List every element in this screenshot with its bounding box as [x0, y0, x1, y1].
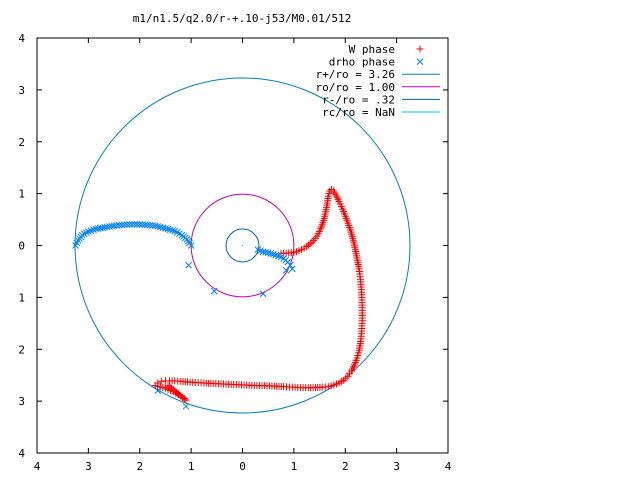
- x-tick-label: 0: [239, 460, 246, 473]
- drho-phase-point: [120, 221, 128, 229]
- drho-phase-point: [288, 265, 296, 273]
- x-tick-label: 1: [188, 460, 195, 473]
- drho-phase-point: [262, 248, 269, 256]
- drho-phase-point: [82, 229, 90, 237]
- drho-phase-point: [80, 230, 88, 238]
- legend-label: W phase: [349, 43, 395, 56]
- drho-phase-point: [126, 221, 133, 228]
- drho-phase-point: [131, 220, 138, 228]
- drho-phase-point: [123, 221, 131, 228]
- x-tick-label: 4: [445, 460, 452, 473]
- y-tick-label: 3: [18, 84, 25, 97]
- legend-marker: [416, 58, 424, 65]
- radius-circle-2: [225, 228, 260, 263]
- drho-phase-point: [210, 287, 218, 295]
- y-tick-label: 3: [18, 395, 25, 408]
- y-tick-label: 0: [18, 240, 25, 253]
- legend-label: r+/ro = 3.26: [316, 68, 395, 81]
- legend-label: drho phase: [329, 56, 395, 69]
- drho-phase-point: [78, 231, 86, 239]
- w-phase-point: [182, 396, 190, 404]
- w-phase-point: [306, 240, 314, 248]
- drho-phase-point: [149, 222, 156, 229]
- w-phase-point: [180, 395, 188, 403]
- drho-phase-point: [159, 224, 167, 232]
- x-tick-label: 2: [136, 460, 143, 473]
- legend-label: rc/ro = NaN: [322, 106, 395, 119]
- y-axis-ticks: 4 3 2 1 0 1 2 3 4: [18, 32, 448, 460]
- w-phase-point: [173, 388, 181, 396]
- drho-phase-point: [151, 222, 159, 230]
- x-tick-label: 1: [291, 460, 298, 473]
- x-tick-label: 3: [85, 460, 92, 473]
- x-tick-label: 4: [34, 460, 41, 473]
- legend-label: ro/ro = 1.00: [316, 81, 395, 94]
- drho-phase-point: [286, 261, 294, 269]
- drho-phase-point: [128, 221, 136, 228]
- drho-phase-point: [154, 387, 162, 395]
- legend-marker: [416, 45, 424, 53]
- series-0: [151, 185, 366, 404]
- drho-phase-point: [185, 261, 192, 269]
- chart-title: m1/n1.5/q2.0/r-+.10-j53/M0.01/512: [133, 12, 352, 25]
- drho-phase-point: [169, 226, 176, 234]
- y-tick-label: 2: [18, 136, 25, 149]
- drho-phase-point: [136, 221, 144, 228]
- x-axis-ticks: 4 3 2 1 0 1 2 3 4: [34, 38, 452, 473]
- y-tick-label: 4: [18, 447, 25, 460]
- y-tick-label: 2: [18, 343, 25, 356]
- drho-phase-point: [187, 242, 195, 249]
- legend-label: r-/ro = .32: [322, 93, 395, 106]
- drho-phase-point: [259, 248, 267, 256]
- w-phase-point: [161, 377, 169, 385]
- w-phase-point: [157, 377, 165, 385]
- drho-phase-point: [182, 402, 190, 410]
- series-1: [72, 220, 296, 410]
- drho-phase-point: [259, 290, 267, 298]
- drho-phase-point: [154, 223, 162, 230]
- drho-phase-point: [133, 221, 141, 228]
- y-tick-label: 1: [18, 291, 25, 304]
- drho-phase-point: [118, 221, 126, 229]
- drho-phase-point: [156, 223, 164, 231]
- data-series: [72, 185, 366, 410]
- y-tick-label: 1: [18, 188, 25, 201]
- drho-phase-point: [282, 267, 290, 274]
- drho-phase-point: [138, 221, 146, 228]
- w-phase-point: [178, 393, 186, 401]
- w-phase-point: [174, 390, 182, 398]
- x-tick-label: 2: [342, 460, 349, 473]
- x-tick-label: 3: [393, 460, 400, 473]
- center-point: [241, 244, 244, 247]
- y-tick-label: 4: [18, 32, 25, 45]
